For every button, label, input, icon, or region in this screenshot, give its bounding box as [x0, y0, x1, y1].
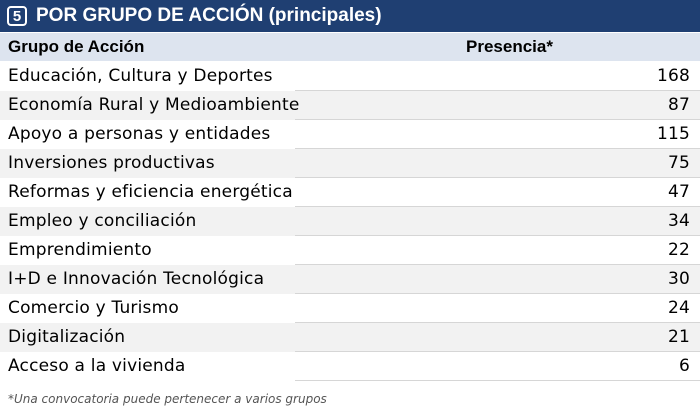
column-header-presence: Presencia* — [466, 37, 553, 56]
row-label: Comercio y Turismo — [8, 298, 179, 318]
section-number-badge: 5 — [7, 6, 27, 26]
table-row: Apoyo a personas y entidades 115 — [0, 120, 700, 149]
section-title: POR GRUPO DE ACCIÓN (principales) — [36, 5, 382, 26]
footnote: *Una convocatoria puede pertenecer a var… — [8, 392, 327, 406]
row-value: 22 — [667, 240, 690, 260]
row-divider — [295, 380, 700, 381]
row-divider — [295, 235, 700, 236]
row-divider — [295, 148, 700, 149]
row-divider — [295, 322, 700, 323]
table-row: Inversiones productivas 75 — [0, 149, 700, 178]
row-label: Apoyo a personas y entidades — [8, 124, 271, 144]
row-label: Emprendimiento — [8, 240, 152, 260]
table-body: Educación, Cultura y Deportes 168 Econom… — [0, 62, 700, 381]
row-divider — [295, 177, 700, 178]
row-value: 87 — [667, 95, 690, 115]
row-divider — [295, 264, 700, 265]
column-header-group: Grupo de Acción — [8, 37, 145, 56]
row-label: Digitalización — [8, 327, 126, 347]
row-label: Empleo y conciliación — [8, 211, 197, 231]
row-label: Acceso a la vivienda — [8, 356, 186, 376]
row-label: Educación, Cultura y Deportes — [8, 66, 273, 86]
table-row: I+D e Innovación Tecnológica 30 — [0, 265, 700, 294]
row-value: 34 — [667, 211, 690, 231]
row-value: 24 — [667, 298, 690, 318]
row-divider — [295, 293, 700, 294]
row-label: Inversiones productivas — [8, 153, 215, 173]
table-row: Economía Rural y Medioambiente 87 — [0, 91, 700, 120]
table-row: Acceso a la vivienda 6 — [0, 352, 700, 381]
row-value: 30 — [667, 269, 690, 289]
row-value: 168 — [656, 66, 690, 86]
row-value: 75 — [667, 153, 690, 173]
row-divider — [295, 351, 700, 352]
section-title-bar: 5 POR GRUPO DE ACCIÓN (principales) — [0, 0, 700, 32]
row-label: I+D e Innovación Tecnológica — [8, 269, 265, 289]
row-value: 47 — [667, 182, 690, 202]
table-header: Grupo de Acción Presencia* — [0, 33, 700, 61]
row-label: Reformas y eficiencia energética — [8, 182, 293, 202]
table-row: Empleo y conciliación 34 — [0, 207, 700, 236]
row-label: Economía Rural y Medioambiente — [8, 95, 300, 115]
row-value: 6 — [678, 356, 690, 376]
row-divider — [295, 119, 700, 120]
table-row: Educación, Cultura y Deportes 168 — [0, 62, 700, 91]
table-row: Digitalización 21 — [0, 323, 700, 352]
table-row: Comercio y Turismo 24 — [0, 294, 700, 323]
row-divider — [295, 206, 700, 207]
row-value: 21 — [667, 327, 690, 347]
table-row: Reformas y eficiencia energética 47 — [0, 178, 700, 207]
row-divider — [295, 90, 700, 91]
row-value: 115 — [656, 124, 690, 144]
table-row: Emprendimiento 22 — [0, 236, 700, 265]
